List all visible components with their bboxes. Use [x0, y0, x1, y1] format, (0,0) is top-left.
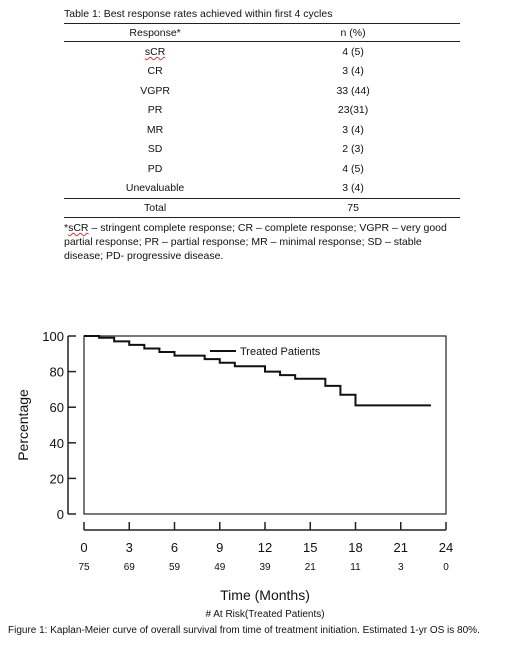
table-footnote: *sCR – stringent complete response; CR –…: [64, 221, 460, 263]
response-label: sCR: [144, 45, 166, 58]
response-label: Unevaluable: [125, 182, 185, 195]
response-label: PD: [147, 162, 163, 175]
chart-legend: Treated Patients: [210, 346, 321, 358]
table-header-row: Response* n (%): [64, 23, 460, 42]
x-axis: 0 3 6 9 12 15 18 21 24: [80, 522, 453, 555]
y-tick-label-60: 60: [50, 400, 64, 415]
table-caption: Table 1: Best response rates achieved wi…: [64, 8, 333, 20]
response-label: MR: [146, 123, 164, 136]
at-risk-count-0: 75: [78, 562, 90, 573]
at-risk-label: # At Risk(Treated Patients): [205, 609, 324, 620]
legend-label: Treated Patients: [240, 346, 321, 358]
survival-curve-treated-patients: [84, 335, 431, 407]
header-n-percent: n (%): [246, 23, 460, 42]
x-tick-label-21: 21: [394, 540, 408, 555]
y-tick-label-20: 20: [50, 471, 64, 486]
response-value: 4 (5): [342, 45, 364, 58]
x-tick-label-18: 18: [348, 540, 362, 555]
at-risk-count-21: 3: [398, 562, 404, 573]
total-label: Total: [64, 198, 247, 218]
at-risk-count-3: 69: [124, 562, 136, 573]
y-tick-label-40: 40: [50, 436, 64, 451]
response-value: 3 (4): [342, 182, 364, 195]
response-value: 3 (4): [342, 123, 364, 136]
x-tick-label-24: 24: [439, 540, 453, 555]
y-tick-label-0: 0: [57, 507, 64, 522]
table-row: PR 23(31): [64, 101, 460, 121]
response-value: 4 (5): [342, 162, 364, 175]
table-row: VGPR 33 (44): [64, 81, 460, 101]
table-row: Unevaluable 3 (4): [64, 179, 460, 199]
header-response: Response*: [64, 23, 247, 42]
response-label: PR: [147, 104, 163, 117]
at-risk-count-12: 39: [259, 562, 271, 573]
x-tick-label-0: 0: [80, 540, 87, 555]
response-label: SD: [147, 143, 163, 156]
response-label: CR: [147, 65, 163, 78]
plot-frame: [83, 335, 447, 515]
at-risk-count-18: 11: [350, 562, 361, 573]
x-axis-label: Time (Months): [220, 587, 310, 603]
response-label: VGPR: [140, 84, 170, 97]
table-row: MR 3 (4): [64, 120, 460, 140]
total-value: 75: [246, 198, 460, 218]
y-tick-label-80: 80: [50, 365, 64, 380]
x-tick-label-9: 9: [216, 540, 223, 555]
response-value: 3 (4): [342, 65, 364, 78]
plot-area: [83, 335, 447, 515]
y-axis-label: Percentage: [15, 389, 31, 461]
footnote-marker: *: [64, 222, 69, 234]
table-total-row: Total 75: [64, 198, 460, 218]
x-tick-label-15: 15: [303, 540, 317, 555]
footnote-text: – stringent complete response; CR – comp…: [64, 222, 447, 262]
at-risk-count-15: 21: [305, 562, 317, 573]
at-risk-row: 75 69 59 49 39 21 11 3 0: [78, 562, 449, 573]
at-risk-count-6: 59: [169, 562, 181, 573]
x-tick-label-6: 6: [171, 540, 178, 555]
y-axis: 0 20 40 60 80 100: [42, 329, 76, 522]
response-value: 33 (44): [336, 84, 370, 97]
response-table-block: Table 1: Best response rates achieved wi…: [64, 8, 460, 263]
response-value: 2 (3): [342, 143, 364, 156]
table-row: PD 4 (5): [64, 159, 460, 179]
table-row: SD 2 (3): [64, 140, 460, 160]
x-tick-label-12: 12: [258, 540, 272, 555]
response-table: Response* n (%) sCR 4 (5) CR 3 (4) VGPR …: [64, 23, 460, 218]
table-row: CR 3 (4): [64, 62, 460, 82]
footnote-abbr: sCR: [68, 222, 89, 234]
response-value: 23(31): [337, 104, 369, 117]
table-row: sCR 4 (5): [64, 42, 460, 62]
at-risk-count-9: 49: [214, 562, 226, 573]
at-risk-count-24: 0: [443, 562, 449, 573]
x-tick-label-3: 3: [126, 540, 133, 555]
y-tick-label-100: 100: [42, 329, 64, 344]
figure-caption: Figure 1: Kaplan-Meier curve of overall …: [8, 625, 480, 636]
